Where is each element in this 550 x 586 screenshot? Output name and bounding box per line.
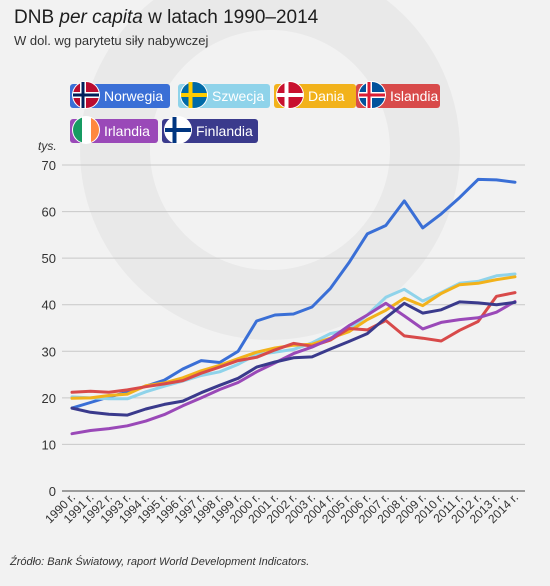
series-line-norwegia	[70, 177, 517, 410]
series-line-islandia	[70, 291, 517, 394]
legend-label: Dania	[308, 88, 345, 104]
legend-label: Norwegia	[104, 88, 164, 104]
legend-item: Dania	[274, 81, 356, 109]
series-line-irlandia	[70, 300, 517, 436]
norway-flag-icon	[72, 81, 100, 109]
ireland-flag-icon	[72, 116, 100, 144]
finland-flag-icon	[164, 116, 192, 144]
iceland-flag-icon	[358, 81, 386, 109]
y-tick-label: 70	[42, 158, 56, 173]
legend-label: Irlandia	[104, 123, 150, 139]
y-tick-label: 20	[42, 391, 56, 406]
legend-label: Szwecja	[212, 88, 265, 104]
series-line-finlandia	[70, 300, 517, 417]
legend-label: Islandia	[390, 88, 439, 104]
legend-label: Finlandia	[196, 123, 253, 139]
y-tick-label: 0	[49, 484, 56, 499]
y-tick-label: 60	[42, 205, 56, 220]
chart-title: DNB per capita w latach 1990–2014	[14, 7, 319, 28]
legend-item: Finlandia	[162, 116, 258, 144]
sweden-flag-icon	[180, 81, 208, 109]
y-tick-label: 50	[42, 251, 56, 266]
y-tick-label: 30	[42, 344, 56, 359]
legend-item: Irlandia	[70, 116, 158, 144]
legend-item: Islandia	[356, 81, 440, 109]
y-tick-label: 40	[42, 298, 56, 313]
y-tick-label: 10	[42, 437, 56, 452]
legend: Norwegia Szwecja Dania Islandia Irlandia Finl…	[70, 81, 470, 144]
denmark-flag-icon	[276, 81, 304, 109]
source-note: Źródło: Bank Światowy, raport World Deve…	[10, 556, 310, 568]
y-axis-label: tys.	[38, 139, 57, 153]
legend-item: Norwegia	[70, 81, 170, 109]
legend-item: Szwecja	[178, 81, 270, 109]
chart-subtitle: W dol. wg parytetu siły nabywczej	[14, 33, 209, 48]
